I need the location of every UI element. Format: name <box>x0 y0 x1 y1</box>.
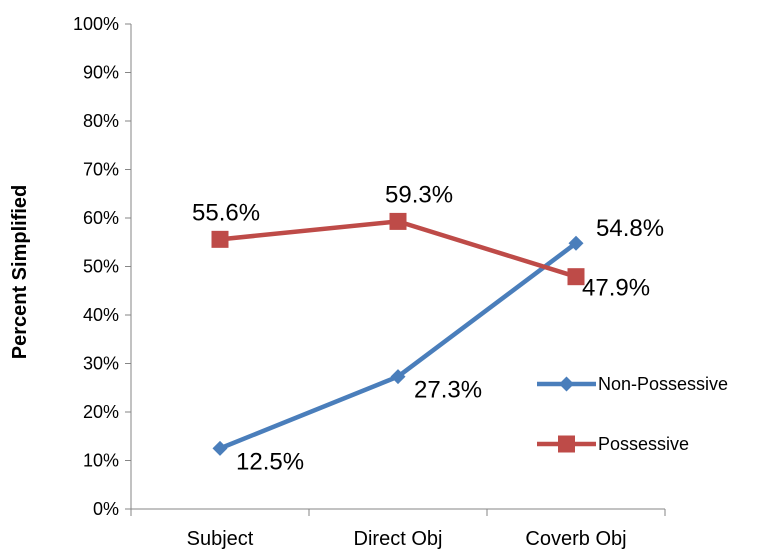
data-label: 59.3% <box>385 181 453 208</box>
y-tick-label: 30% <box>83 354 119 374</box>
data-label: 54.8% <box>596 215 664 242</box>
data-point <box>390 369 406 385</box>
y-tick-label: 60% <box>83 208 119 228</box>
y-tick-label: 80% <box>83 111 119 131</box>
data-point <box>568 235 584 251</box>
y-tick-label: 0% <box>93 499 119 519</box>
x-tick-label: Subject <box>187 528 254 550</box>
legend: Non-Possessive Possessive <box>537 374 728 454</box>
y-tick-label: 20% <box>83 402 119 422</box>
y-tick-label: 40% <box>83 305 119 325</box>
data-label: 55.6% <box>192 199 260 226</box>
data-point <box>567 268 585 286</box>
y-tick-label: 50% <box>83 257 119 277</box>
data-point <box>389 212 407 230</box>
y-tick-label: 70% <box>83 160 119 180</box>
data-point <box>212 440 228 456</box>
legend-marker <box>558 435 575 453</box>
x-tick-label: Coverb Obj <box>525 528 626 550</box>
legend-label: Possessive <box>598 434 689 454</box>
data-label: 27.3% <box>414 377 482 404</box>
y-axis-title: Percent Simplified <box>9 185 31 360</box>
y-tick-label: 10% <box>83 451 119 471</box>
data-label: 47.9% <box>582 275 650 302</box>
legend-marker <box>559 376 574 392</box>
legend-label: Non-Possessive <box>598 374 728 394</box>
y-tick-label: 100% <box>73 14 119 34</box>
data-point <box>211 230 229 248</box>
data-label: 12.5% <box>236 448 304 475</box>
y-tick-label: 90% <box>83 63 119 83</box>
series-line-non-possessive <box>219 241 578 451</box>
x-tick-label: Direct Obj <box>354 528 443 550</box>
